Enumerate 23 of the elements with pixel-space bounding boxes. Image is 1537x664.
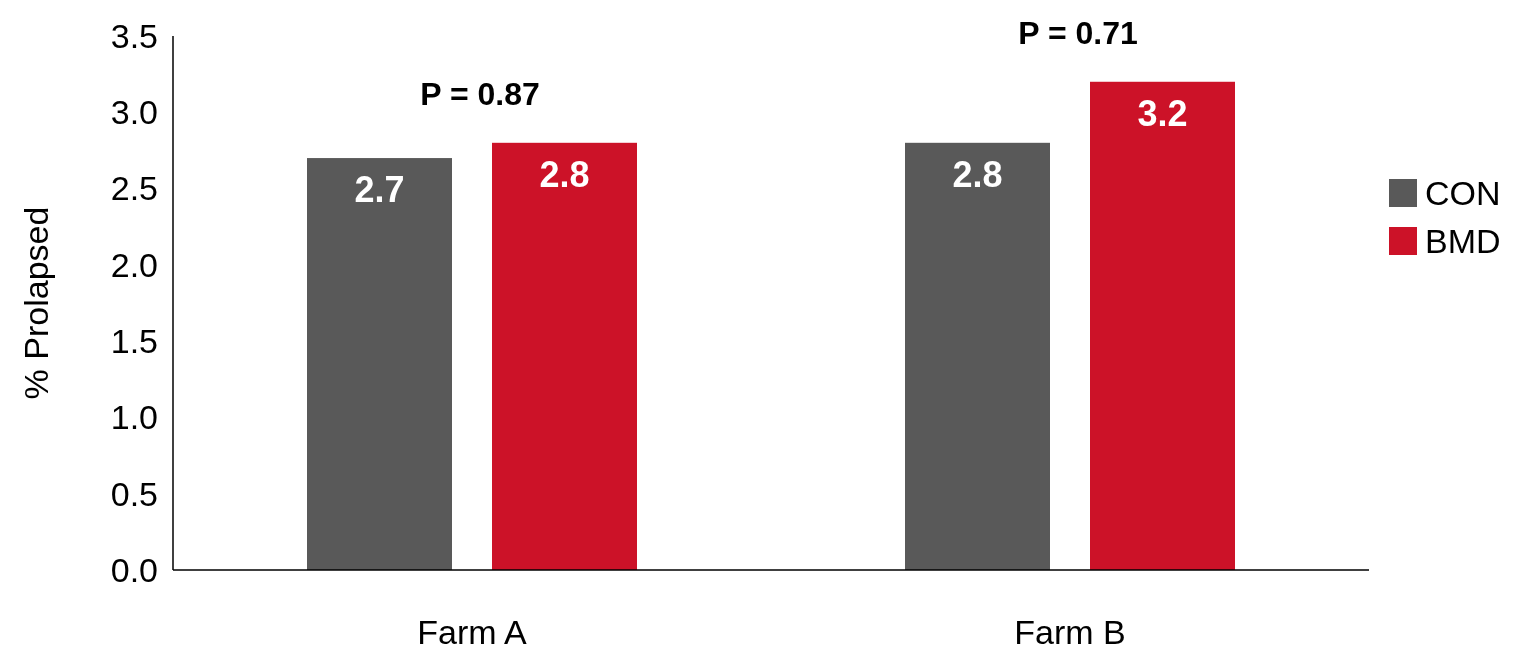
y-tick-label: 3.0: [110, 93, 158, 132]
bar: [307, 158, 452, 570]
x-tick-label: Farm A: [417, 613, 528, 651]
bar: [905, 142, 1050, 570]
bar: [492, 142, 637, 570]
y-tick-label: 1.0: [110, 398, 158, 437]
y-tick-label: 1.5: [110, 322, 158, 361]
y-tick-label: 2.5: [110, 169, 158, 208]
data-label: 2.8: [952, 153, 1003, 195]
x-tick-label: Farm B: [1014, 613, 1126, 651]
bar: [1090, 81, 1235, 570]
legend-label: CON: [1425, 173, 1501, 212]
data-label: 2.8: [539, 153, 590, 195]
annotation: P = 0.87: [420, 75, 540, 112]
legend-label: BMD: [1425, 221, 1501, 260]
annotation: P = 0.71: [1018, 14, 1138, 51]
y-tick-label: 0.5: [110, 474, 158, 513]
y-tick-label: 2.0: [110, 245, 158, 284]
y-tick-label: 3.5: [110, 16, 158, 55]
y-tick-label: 0.0: [110, 550, 158, 589]
data-label: 2.7: [354, 169, 405, 211]
y-axis-title: % Prolapsed: [17, 206, 55, 400]
data-label: 3.2: [1137, 92, 1188, 134]
